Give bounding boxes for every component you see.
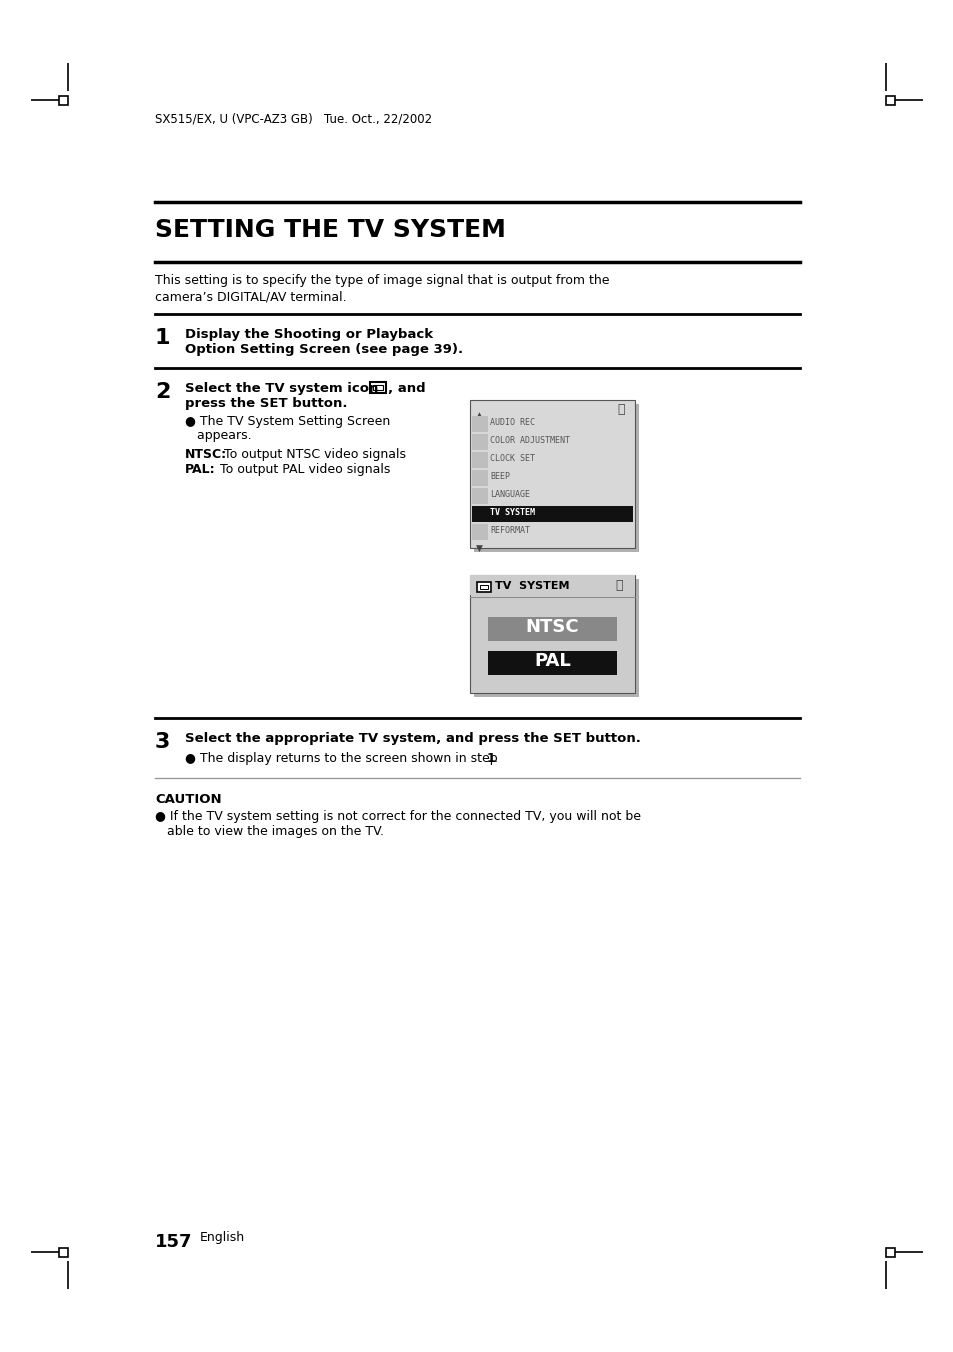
Text: LANGUAGE: LANGUAGE — [490, 489, 530, 499]
Text: AUDIO REC: AUDIO REC — [490, 418, 535, 427]
Text: Select the TV system icon: Select the TV system icon — [185, 383, 378, 395]
Text: 3: 3 — [154, 731, 171, 752]
Bar — [59, 96, 68, 104]
Text: CLOCK SET: CLOCK SET — [490, 454, 535, 462]
Bar — [470, 400, 635, 548]
Bar — [474, 404, 639, 552]
Text: ⛶: ⛶ — [615, 579, 622, 592]
Text: NTSC: NTSC — [525, 618, 578, 635]
Text: PAL: PAL — [534, 652, 570, 671]
Bar — [472, 416, 488, 433]
Text: 1: 1 — [154, 329, 171, 347]
Bar — [470, 575, 635, 694]
Bar — [373, 385, 382, 389]
Text: able to view the images on the TV.: able to view the images on the TV. — [154, 825, 384, 838]
Bar — [488, 652, 617, 675]
Text: To output NTSC video signals: To output NTSC video signals — [220, 448, 406, 461]
Bar — [488, 617, 617, 641]
Bar — [476, 581, 491, 592]
Text: REFORMAT: REFORMAT — [490, 526, 530, 535]
Bar — [474, 579, 639, 698]
Text: ▼: ▼ — [476, 544, 482, 553]
Text: .: . — [494, 752, 497, 765]
Text: CAUTION: CAUTION — [154, 794, 221, 806]
Bar — [472, 506, 633, 522]
Text: Display the Shooting or Playback: Display the Shooting or Playback — [185, 329, 433, 341]
Text: NTSC:: NTSC: — [185, 448, 227, 461]
Text: COLOR ADJUSTMENT: COLOR ADJUSTMENT — [490, 435, 569, 445]
Text: To output PAL video signals: To output PAL video signals — [212, 462, 390, 476]
Bar — [472, 434, 488, 450]
Text: ● If the TV system setting is not correct for the connected TV, you will not be: ● If the TV system setting is not correc… — [154, 810, 640, 823]
Text: 1: 1 — [486, 752, 496, 765]
Text: 2: 2 — [154, 383, 171, 402]
Text: camera’s DIGITAL/AV terminal.: camera’s DIGITAL/AV terminal. — [154, 289, 346, 303]
Bar — [470, 575, 635, 595]
Text: PAL:: PAL: — [185, 462, 215, 476]
Text: , and: , and — [388, 383, 425, 395]
Text: Option Setting Screen (see page 39).: Option Setting Screen (see page 39). — [185, 343, 462, 356]
Bar — [885, 96, 894, 104]
Text: appears.: appears. — [185, 429, 252, 442]
Text: English: English — [200, 1232, 245, 1244]
Text: ▲: ▲ — [476, 411, 482, 420]
Text: BEEP: BEEP — [490, 472, 510, 481]
Bar — [472, 506, 488, 522]
Text: ⛶: ⛶ — [617, 403, 624, 416]
Text: 157: 157 — [154, 1233, 193, 1251]
Text: press the SET button.: press the SET button. — [185, 397, 347, 410]
Text: ● The display returns to the screen shown in step: ● The display returns to the screen show… — [185, 752, 501, 765]
Bar — [885, 1248, 894, 1256]
Text: SX515/EX, U (VPC-AZ3 GB)   Tue. Oct., 22/2002: SX515/EX, U (VPC-AZ3 GB) Tue. Oct., 22/2… — [154, 112, 432, 124]
Bar — [59, 1248, 68, 1256]
Text: TV SYSTEM: TV SYSTEM — [490, 508, 535, 516]
Bar — [472, 452, 488, 468]
Text: ● The TV System Setting Screen: ● The TV System Setting Screen — [185, 415, 390, 429]
Text: TV  SYSTEM: TV SYSTEM — [495, 581, 569, 591]
Bar — [472, 470, 488, 485]
Text: SETTING THE TV SYSTEM: SETTING THE TV SYSTEM — [154, 218, 505, 242]
Text: Select the appropriate TV system, and press the SET button.: Select the appropriate TV system, and pr… — [185, 731, 640, 745]
Bar — [472, 488, 488, 504]
Bar — [479, 585, 488, 589]
Text: This setting is to specify the type of image signal that is output from the: This setting is to specify the type of i… — [154, 274, 609, 287]
Bar — [370, 383, 386, 393]
Bar — [472, 525, 488, 539]
